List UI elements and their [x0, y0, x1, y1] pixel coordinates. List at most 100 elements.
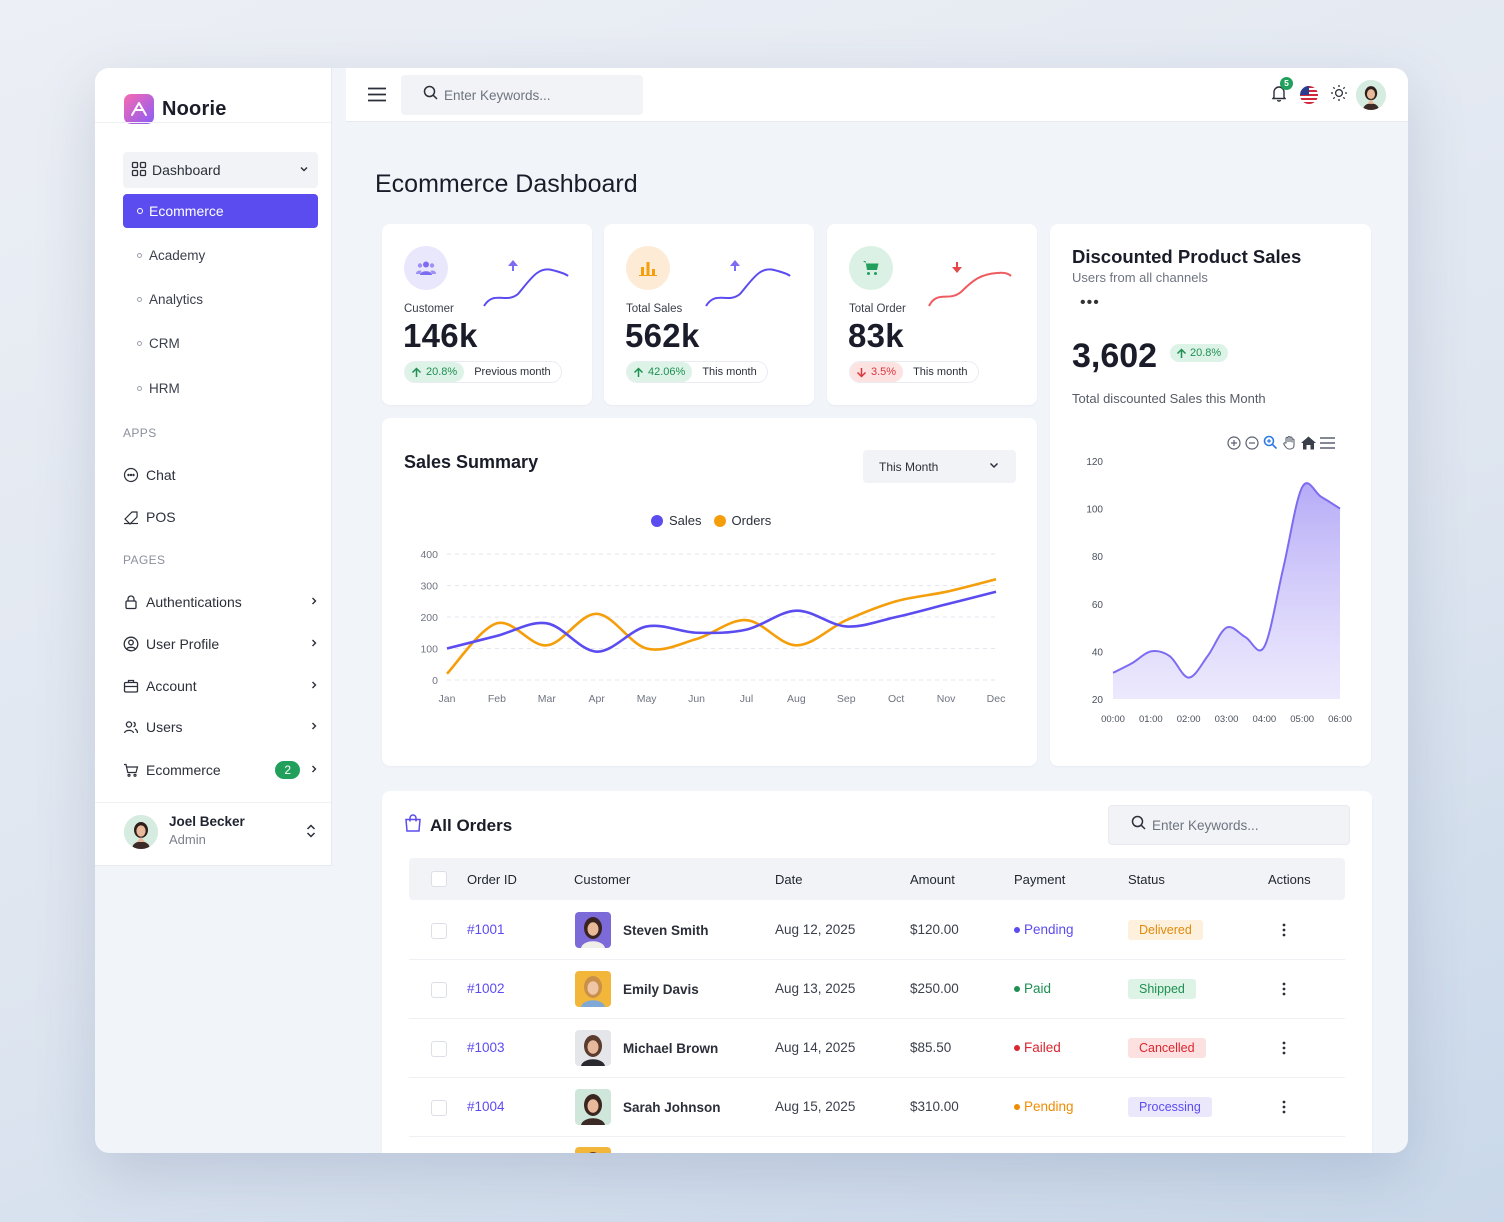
brand[interactable]: Noorie: [124, 94, 227, 124]
column-header[interactable]: Payment: [1014, 872, 1066, 887]
payment-status: Pending: [1014, 1099, 1074, 1114]
x-tick-label: May: [637, 693, 658, 705]
tag-icon: [122, 508, 140, 526]
column-header[interactable]: Date: [775, 872, 803, 887]
arrow-up-icon: [411, 366, 422, 377]
customer-name: Steven Smith: [623, 922, 709, 938]
card-subtitle: Users from all channels: [1072, 270, 1208, 285]
column-header[interactable]: Status: [1128, 872, 1165, 887]
more-vertical-icon[interactable]: [1282, 1100, 1286, 1119]
row-checkbox[interactable]: [431, 1100, 447, 1116]
change-value: 42.06%: [648, 366, 686, 378]
avatar[interactable]: [1356, 80, 1386, 110]
cart-icon: [849, 246, 893, 290]
menu-icon[interactable]: [368, 87, 386, 107]
order-id-link[interactable]: #1003: [467, 1040, 505, 1055]
brand-name: Noorie: [162, 97, 227, 120]
payment-status: Paid: [1014, 981, 1051, 996]
sidebar-item-analytics[interactable]: Analytics: [137, 292, 203, 307]
app-window: Noorie Dashboard Ecommerce Academy Analy…: [95, 68, 1408, 1153]
more-vertical-icon[interactable]: [1282, 1041, 1286, 1060]
sidebar-item-label: User Profile: [146, 636, 220, 652]
sidebar-item-hrm[interactable]: HRM: [137, 381, 180, 396]
section-label-pages: PAGES: [123, 553, 166, 567]
orders-header: All Orders: [403, 813, 512, 838]
sidebar-item-authentications[interactable]: Authentications: [122, 591, 320, 613]
x-tick-label: 05:00: [1290, 714, 1314, 724]
sidebar-item-users[interactable]: Users: [122, 716, 320, 738]
row-checkbox[interactable]: [431, 923, 447, 939]
legend-swatch: [713, 514, 726, 527]
us-flag-icon[interactable]: [1300, 86, 1318, 104]
cart-icon: [122, 761, 140, 779]
home-icon[interactable]: [1301, 436, 1316, 450]
stat-label: Customer: [404, 303, 454, 315]
status-badge: Cancelled: [1128, 1038, 1206, 1058]
table-row[interactable]: [409, 1137, 1345, 1153]
order-date: Aug 13, 2025: [775, 981, 856, 996]
sidebar-item-academy[interactable]: Academy: [137, 248, 205, 263]
series-line-sales[interactable]: [446, 590, 997, 653]
zoom-in-icon[interactable]: [1227, 435, 1241, 450]
chevron-up-down-icon[interactable]: [305, 823, 317, 844]
payment-label: Pending: [1024, 1099, 1074, 1114]
stat-value: 146k: [403, 317, 478, 354]
area-series-line[interactable]: [1112, 482, 1341, 679]
select-all-checkbox[interactable]: [431, 871, 447, 887]
y-tick-label: 0: [432, 675, 438, 687]
sidebar-item-label: CRM: [149, 336, 180, 351]
sidebar-item-ecommerce[interactable]: Ecommerce 2: [122, 759, 320, 781]
more-vertical-icon[interactable]: [1282, 982, 1286, 1001]
legend-swatch: [651, 514, 663, 527]
table-row[interactable]: #1004 Sarah Johnson Aug 15, 2025 $310.00…: [409, 1078, 1345, 1137]
customer-name: Michael Brown: [623, 1040, 719, 1056]
search-input[interactable]: [444, 87, 614, 103]
sidebar-item-user-profile[interactable]: User Profile: [122, 633, 320, 655]
chat-icon: [122, 466, 140, 484]
sidebar-user-panel[interactable]: Joel Becker Admin: [95, 802, 331, 866]
row-checkbox[interactable]: [431, 1041, 447, 1057]
briefcase-icon: [122, 677, 140, 695]
customer-cell: Steven Smith: [575, 912, 709, 948]
y-tick-label: 120: [1086, 457, 1103, 468]
legend-item-sales[interactable]: Sales: [651, 513, 702, 528]
hamburger-menu-icon[interactable]: [1320, 436, 1335, 449]
sidebar-item-account[interactable]: Account: [122, 675, 320, 697]
order-id-link[interactable]: #1004: [467, 1099, 505, 1114]
table-row[interactable]: #1001 Steven Smith Aug 12, 2025 $120.00 …: [409, 901, 1345, 960]
orders-search: [1108, 805, 1350, 845]
sidebar-item-chat[interactable]: Chat: [122, 464, 320, 486]
sidebar-item-ecommerce-active[interactable]: Ecommerce: [123, 194, 318, 228]
x-tick-label: Aug: [787, 693, 806, 705]
column-header[interactable]: Customer: [574, 872, 631, 887]
search-input[interactable]: [1152, 817, 1322, 833]
more-vertical-icon[interactable]: [1282, 923, 1286, 942]
more-horizontal-icon[interactable]: •••: [1080, 294, 1100, 311]
order-id-link[interactable]: #1002: [467, 981, 505, 996]
sidebar-item-label: Ecommerce: [149, 203, 224, 219]
table-row[interactable]: #1003 Michael Brown Aug 14, 2025 $85.50 …: [409, 1019, 1345, 1078]
sun-icon[interactable]: [1330, 84, 1348, 107]
period-select[interactable]: This Month: [863, 450, 1016, 483]
sidebar-item-crm[interactable]: CRM: [137, 336, 180, 351]
card-title: All Orders: [430, 815, 513, 835]
series-line-orders[interactable]: [446, 577, 997, 675]
magnify-icon[interactable]: [1263, 435, 1278, 450]
row-checkbox[interactable]: [431, 982, 447, 998]
legend-item-orders[interactable]: Orders: [713, 513, 771, 528]
status-dot: [1014, 926, 1020, 933]
table-row[interactable]: #1002 Emily Davis Aug 13, 2025 $250.00 P…: [409, 960, 1345, 1019]
grid-icon: [131, 161, 147, 180]
order-id-link[interactable]: #1001: [467, 922, 505, 937]
notification-button[interactable]: 5: [1270, 76, 1293, 107]
column-header[interactable]: Amount: [910, 872, 955, 887]
x-tick-label: Nov: [937, 693, 956, 705]
y-tick-label: 300: [420, 581, 438, 593]
sidebar-item-dashboard[interactable]: Dashboard: [123, 152, 318, 188]
hand-pan-icon[interactable]: [1282, 435, 1297, 450]
change-badge: 20.8%: [1170, 344, 1238, 362]
customer-cell: [575, 1147, 611, 1153]
zoom-out-icon[interactable]: [1245, 435, 1259, 450]
column-header[interactable]: Order ID: [467, 872, 517, 887]
sidebar-item-pos[interactable]: POS: [122, 506, 320, 528]
